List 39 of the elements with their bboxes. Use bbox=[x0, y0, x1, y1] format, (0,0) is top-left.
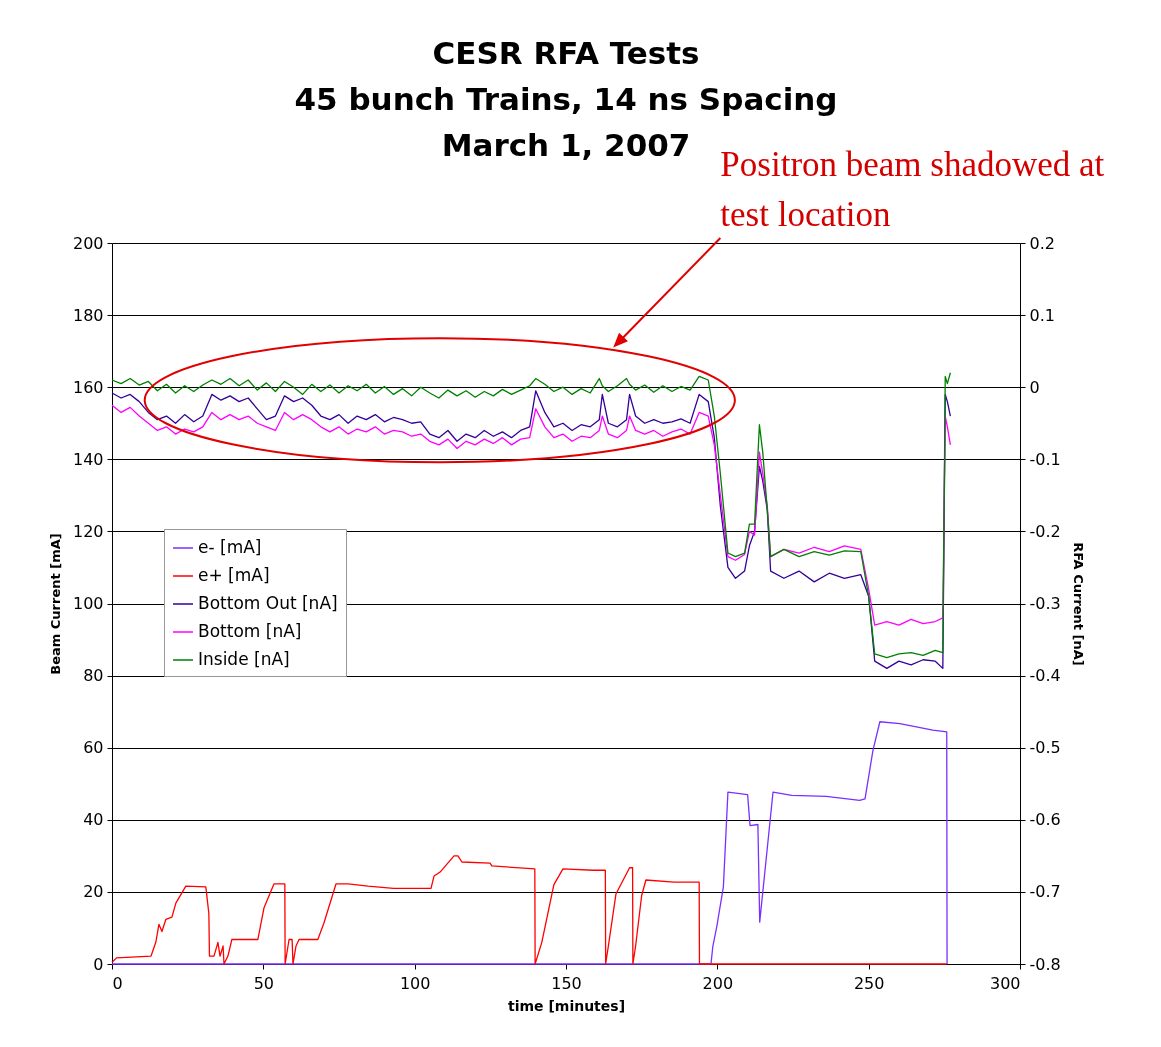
y2-tick-label: -0.1 bbox=[1029, 449, 1061, 469]
line-series bbox=[111, 855, 948, 965]
x-tick-label: 200 bbox=[702, 973, 734, 993]
y-tick-label: 40 bbox=[83, 810, 104, 830]
y2-tick-label: 0 bbox=[1029, 377, 1040, 397]
y-tick-label: 140 bbox=[72, 449, 104, 469]
y-tick-label: 200 bbox=[72, 233, 104, 253]
y-tick-label: 60 bbox=[83, 738, 104, 758]
legend-label: Inside [nA] bbox=[198, 649, 290, 669]
y2-tick-label: -0.4 bbox=[1029, 666, 1061, 686]
x-tick-label: 100 bbox=[399, 973, 431, 993]
legend-label: Bottom Out [nA] bbox=[198, 593, 338, 613]
y-axis-title: Beam Current [mA] bbox=[47, 533, 63, 675]
y2-tick-label: -0.8 bbox=[1029, 954, 1061, 974]
y2-tick-label: 0.2 bbox=[1029, 233, 1055, 253]
legend-label: Bottom [nA] bbox=[198, 621, 302, 641]
x-axis-title: time [minutes] bbox=[507, 997, 626, 1014]
x-tick-label: 250 bbox=[853, 973, 885, 993]
y2-tick-label: -0.6 bbox=[1029, 810, 1061, 830]
legend-label: e+ [mA] bbox=[198, 565, 270, 585]
y-tick-label: 80 bbox=[83, 666, 104, 686]
x-tick-label: 0 bbox=[112, 973, 123, 993]
y2-tick-label: -0.5 bbox=[1029, 738, 1061, 758]
y-tick-label: 180 bbox=[72, 305, 104, 325]
legend-label: e- [mA] bbox=[198, 537, 262, 557]
y2-axis-title: RFA Current [nA] bbox=[1070, 542, 1086, 666]
x-tick-label: 300 bbox=[989, 973, 1021, 993]
y2-tick-label: -0.3 bbox=[1029, 594, 1061, 613]
y-tick-label: 160 bbox=[72, 377, 104, 397]
line-series bbox=[111, 721, 948, 965]
y-tick-label: 120 bbox=[72, 521, 104, 541]
x-tick-label: 50 bbox=[253, 973, 275, 993]
y2-tick-label: 0.1 bbox=[1029, 305, 1055, 325]
y-tick-label: 20 bbox=[83, 882, 104, 902]
y2-tick-label: -0.2 bbox=[1029, 521, 1061, 541]
x-tick-label: 150 bbox=[551, 973, 582, 993]
y2-tick-label: -0.7 bbox=[1029, 882, 1061, 902]
y-tick-label: 0 bbox=[93, 954, 104, 974]
y-tick-label: 100 bbox=[72, 594, 104, 613]
